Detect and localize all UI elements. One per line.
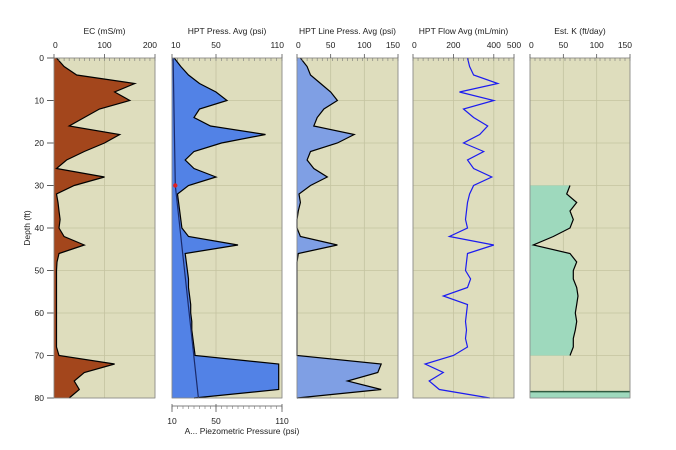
top-tick-label: 150 — [618, 40, 632, 50]
bottom-tick-label: 110 — [275, 416, 289, 426]
y-tick-label: 20 — [35, 138, 45, 148]
top-tick-label: 50 — [326, 40, 336, 50]
track-title: HPT Line Press. Avg (psi) — [299, 26, 396, 36]
track-4: 0 50 100 150 Est. K (ft/day) — [529, 26, 632, 399]
y-tick-label: 30 — [35, 181, 45, 191]
top-tick-label: 10 — [171, 40, 181, 50]
bottom-tick-label: 50 — [211, 416, 221, 426]
y-tick-label: 0 — [39, 53, 44, 63]
top-tick-label: 50 — [559, 40, 569, 50]
series-fill — [297, 58, 382, 398]
top-tick-label: 110 — [270, 40, 284, 50]
series-fill — [54, 58, 135, 398]
bottom-tick-label: 10 — [167, 416, 177, 426]
y-tick-label: 50 — [35, 266, 45, 276]
track-3: 0 200 400 500 HPT Flow Avg (mL/min) — [412, 26, 521, 399]
top-tick-label: 200 — [143, 40, 157, 50]
top-tick-label: 0 — [412, 40, 417, 50]
top-tick-label: 50 — [211, 40, 221, 50]
track-0: 0 100 200 EC (mS/m) — [53, 26, 157, 399]
top-tick-label: 150 — [386, 40, 400, 50]
y-tick-label: 80 — [35, 393, 45, 403]
track-title: EC (mS/m) — [83, 26, 125, 36]
track-title: HPT Flow Avg (mL/min) — [419, 26, 509, 36]
top-tick-label: 400 — [487, 40, 501, 50]
y-tick-label: 10 — [35, 96, 45, 106]
series-fill — [172, 58, 279, 398]
top-tick-label: 200 — [446, 40, 460, 50]
bottom-axis-label: A... Piezometric Pressure (psi) — [185, 426, 300, 436]
y-tick-label: 40 — [35, 223, 45, 233]
track-title: HPT Press. Avg (psi) — [188, 26, 267, 36]
top-tick-label: 0 — [529, 40, 534, 50]
top-tick-label: 500 — [507, 40, 521, 50]
track-2: 0 50 100 150 HPT Line Press. Avg (psi) — [296, 26, 400, 399]
top-tick-label: 100 — [97, 40, 111, 50]
top-tick-label: 0 — [296, 40, 301, 50]
bottom-band — [530, 391, 630, 398]
series-fill — [530, 185, 578, 356]
top-tick-label: 0 — [53, 40, 58, 50]
y-tick-label: 60 — [35, 308, 45, 318]
y-axis-label: Depth (ft) — [22, 210, 32, 246]
top-tick-label: 100 — [590, 40, 604, 50]
piezometric-marker — [173, 183, 178, 188]
y-tick-label: 70 — [35, 351, 45, 361]
top-tick-label: 100 — [357, 40, 371, 50]
track-title: Est. K (ft/day) — [554, 26, 606, 36]
